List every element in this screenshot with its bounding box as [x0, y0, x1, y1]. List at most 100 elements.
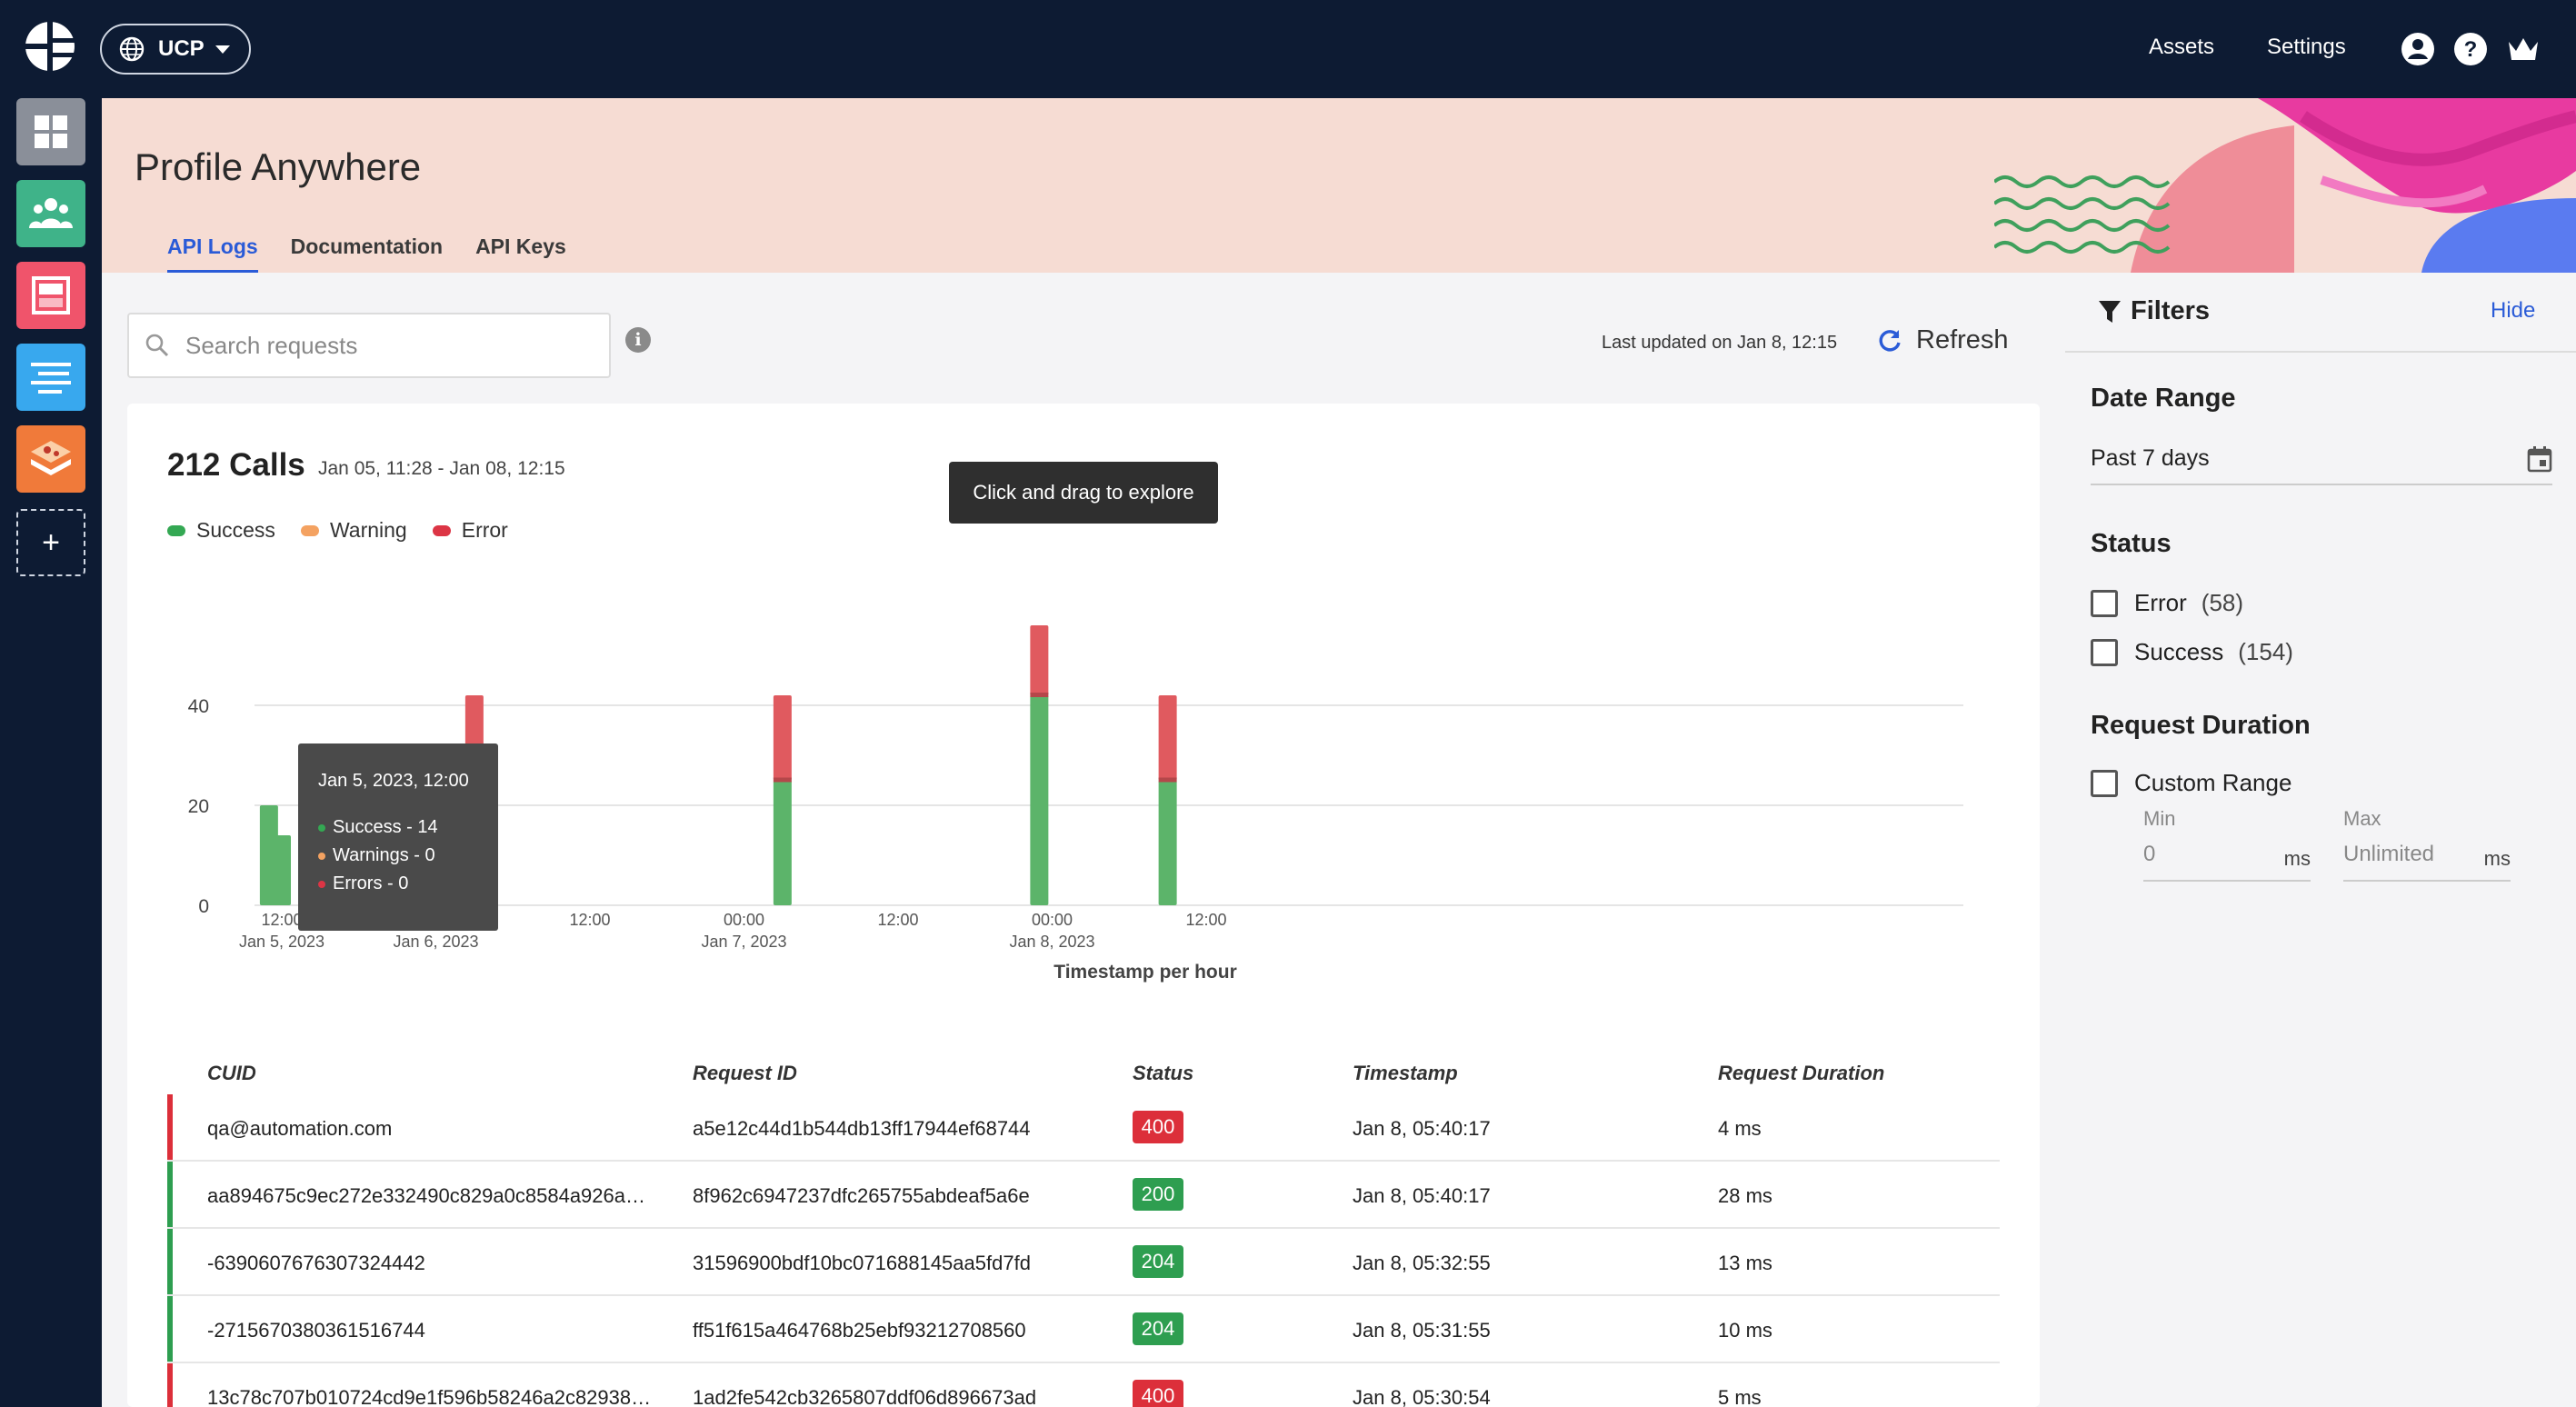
error-dot-icon: [318, 880, 325, 888]
table-row[interactable]: -6390607676307324442 31596900bdf10bc0716…: [167, 1229, 2000, 1296]
y-tick-label: 20: [188, 796, 209, 817]
tooltip-warnings: Warnings - 0: [333, 845, 435, 865]
bar-success[interactable]: [1030, 695, 1049, 905]
cell-cuid: 13c78c707b010724cd9e1f596b58246a2c82938…: [207, 1386, 652, 1407]
left-rail: +: [0, 98, 102, 1407]
people-icon: [29, 198, 73, 228]
chevron-down-icon: [215, 45, 230, 54]
date-range-value: Past 7 days: [2091, 445, 2210, 471]
last-updated-text: Last updated on Jan 8, 12:15: [1602, 333, 1838, 353]
status-success-checkbox[interactable]: Success (154): [2091, 638, 2293, 666]
status-heading: Status: [2091, 529, 2172, 558]
col-request-duration[interactable]: Request Duration: [1718, 1062, 1885, 1084]
status-badge: 400: [1133, 1380, 1183, 1407]
bar-separator: [773, 777, 792, 783]
status-badge: 204: [1133, 1245, 1183, 1278]
legend-success-label: Success: [196, 518, 275, 542]
checkbox[interactable]: [2091, 589, 2118, 617]
rail-dashboard-icon[interactable]: [16, 98, 85, 165]
cell-request-id: 31596900bdf10bc071688145aa5fd7fd: [693, 1252, 1031, 1274]
col-timestamp[interactable]: Timestamp: [1353, 1062, 1458, 1084]
checkbox[interactable]: [2091, 638, 2118, 666]
cell-timestamp: Jan 8, 05:32:55: [1353, 1252, 1491, 1274]
table-row[interactable]: qa@automation.com a5e12c44d1b544db13ff17…: [167, 1094, 2000, 1162]
rail-layout-icon[interactable]: [16, 262, 85, 329]
col-request-id[interactable]: Request ID: [693, 1062, 797, 1084]
legend-warning-label: Warning: [329, 518, 407, 542]
date-range-select[interactable]: Past 7 days: [2091, 436, 2552, 485]
info-icon[interactable]: i: [625, 327, 651, 353]
x-tick-date-label: Jan 8, 2023: [1009, 933, 1094, 951]
refresh-button[interactable]: Refresh: [1876, 325, 2009, 355]
tab-api-logs[interactable]: API Logs: [167, 234, 258, 273]
legend-error[interactable]: Error: [432, 518, 508, 543]
table-row[interactable]: 13c78c707b010724cd9e1f596b58246a2c82938……: [167, 1363, 2000, 1407]
cell-request-id: ff51f615a464768b25ebf93212708560: [693, 1319, 1026, 1342]
top-bar: UCP Assets Settings ?: [0, 0, 2576, 98]
legend-error-label: Error: [461, 518, 508, 542]
max-unit: ms: [2483, 847, 2511, 870]
cell-request-id: 8f962c6947237dfc265755abdeaf5a6e: [693, 1184, 1030, 1207]
rail-layers-icon[interactable]: [16, 425, 85, 493]
funnel-icon: [2099, 300, 2121, 323]
cell-duration: 28 ms: [1718, 1184, 1772, 1207]
bar-success[interactable]: [1158, 780, 1177, 906]
bar-error[interactable]: [773, 695, 792, 781]
legend-success[interactable]: Success: [167, 518, 275, 543]
filters-title-label: Filters: [2131, 296, 2211, 325]
tooltip-errors: Errors - 0: [333, 873, 409, 893]
success-dot-icon: [318, 823, 325, 832]
col-status[interactable]: Status: [1133, 1062, 1194, 1084]
max-value: Unlimited: [2343, 842, 2435, 866]
x-tick-label: 12:00: [877, 911, 918, 929]
cell-timestamp: Jan 8, 05:30:54: [1353, 1386, 1491, 1407]
min-unit: ms: [2283, 847, 2311, 870]
settings-link[interactable]: Settings: [2267, 35, 2346, 59]
max-duration-input[interactable]: Unlimited ms: [2343, 842, 2511, 882]
row-status-bar: [167, 1162, 173, 1227]
cell-cuid: -2715670380361516744: [207, 1319, 425, 1342]
min-label: Min: [2143, 807, 2176, 830]
app-logo-icon[interactable]: [24, 20, 76, 73]
filters-title: Filters: [2098, 296, 2210, 326]
crown-icon[interactable]: [2505, 31, 2541, 67]
table-row[interactable]: -2715670380361516744 ff51f615a464768b25e…: [167, 1296, 2000, 1363]
checkbox[interactable]: [2091, 769, 2118, 797]
table-row[interactable]: aa894675c9ec272e332490c829a0c8584a926a… …: [167, 1162, 2000, 1229]
cell-cuid: aa894675c9ec272e332490c829a0c8584a926a…: [207, 1184, 646, 1207]
bar-success[interactable]: [773, 780, 792, 906]
add-app-button[interactable]: +: [16, 509, 85, 576]
svg-text:?: ?: [2464, 37, 2478, 62]
col-cuid[interactable]: CUID: [207, 1062, 256, 1084]
bar-success[interactable]: [273, 835, 291, 905]
legend-warning[interactable]: Warning: [300, 518, 407, 543]
layout-icon: [32, 276, 70, 314]
assets-link[interactable]: Assets: [2149, 35, 2215, 59]
cell-cuid: qa@automation.com: [207, 1117, 393, 1140]
help-icon[interactable]: ?: [2452, 31, 2489, 67]
status-error-label: Error: [2134, 589, 2187, 616]
x-tick-label: 12:00: [569, 911, 610, 929]
status-error-checkbox[interactable]: Error (58): [2091, 589, 2243, 617]
tab-documentation[interactable]: Documentation: [290, 234, 444, 258]
account-icon[interactable]: [2400, 31, 2436, 67]
search-input[interactable]: [185, 331, 585, 360]
x-axis-label: Timestamp per hour: [1053, 962, 1237, 983]
hide-filters-link[interactable]: Hide: [2491, 298, 2536, 323]
row-status-bar: [167, 1229, 173, 1294]
custom-range-checkbox[interactable]: Custom Range: [2091, 769, 2291, 797]
warning-dot-icon: [300, 524, 319, 536]
tab-api-keys[interactable]: API Keys: [475, 234, 566, 258]
rail-lists-icon[interactable]: [16, 344, 85, 411]
y-tick-label: 0: [198, 896, 209, 917]
bar-error[interactable]: [1158, 695, 1177, 781]
refresh-icon: [1879, 329, 1901, 351]
bar-hover-tooltip: Jan 5, 2023, 12:00 Success - 14 Warnings…: [298, 743, 498, 931]
workspace-selector[interactable]: UCP: [100, 24, 251, 75]
bar-error[interactable]: [1030, 625, 1049, 695]
min-duration-input[interactable]: 0 ms: [2143, 842, 2311, 882]
x-tick-date-label: Jan 5, 2023: [239, 933, 324, 951]
bar-separator: [1158, 777, 1177, 783]
lines-icon: [31, 363, 71, 394]
rail-audiences-icon[interactable]: [16, 180, 85, 247]
